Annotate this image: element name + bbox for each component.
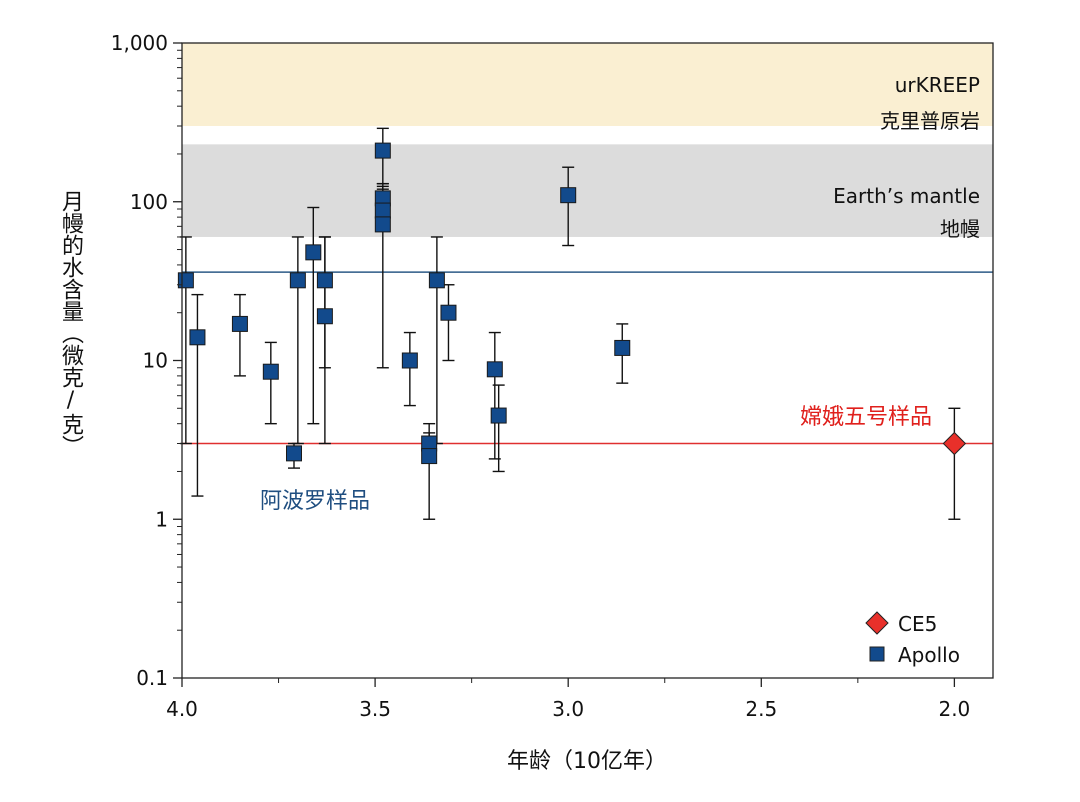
band-1 — [182, 144, 993, 237]
apollo-point — [421, 448, 438, 465]
y-tick-label: 100 — [130, 190, 168, 214]
apollo-point — [189, 329, 206, 346]
ce5-point — [942, 431, 967, 456]
x-tick-label: 3.0 — [552, 697, 584, 721]
apollo-point — [428, 272, 445, 289]
x-tick-label: 2.0 — [938, 697, 970, 721]
y-axis-label: 月幔的水含量（微克/克） — [58, 190, 83, 457]
apollo-point — [289, 272, 306, 289]
apollo-point — [374, 216, 391, 233]
x-axis-label: 年龄（10亿年） — [507, 749, 667, 774]
band-sublabel-urkreep: 克里普原岩 — [880, 109, 980, 133]
apollo-point — [490, 407, 507, 424]
apollo-point — [262, 363, 279, 380]
band-label-urkreep: urKREEP — [895, 73, 980, 97]
legend-ce5-label: CE5 — [898, 612, 937, 636]
legend-apollo-marker — [869, 646, 885, 662]
y-tick-label: 10 — [143, 349, 168, 373]
apollo-point — [316, 272, 333, 289]
y-axis: 0.1 1 10 100 1,000 — [111, 31, 182, 690]
apollo-point — [401, 352, 418, 369]
x-axis: 4.0 3.5 3.0 2.5 2.0 — [166, 678, 970, 721]
apollo-point — [614, 339, 631, 356]
apollo-point — [231, 315, 248, 332]
apollo-point — [374, 142, 391, 159]
x-tick-label: 2.5 — [745, 697, 777, 721]
apollo-point — [177, 272, 194, 289]
reference-lines — [182, 271, 993, 445]
legend: CE5 Apollo — [865, 611, 960, 667]
apollo-point — [486, 361, 503, 378]
annotation-apollo-samples: 阿波罗样品 — [260, 489, 370, 514]
band-label-earth-mantle: Earth’s mantle — [833, 184, 980, 208]
apollo-point — [285, 445, 302, 462]
annotation-ce5-samples: 嫦娥五号样品 — [800, 405, 932, 430]
plot-frame — [181, 42, 994, 679]
apollo-point — [305, 244, 322, 261]
y-tick-label: 1 — [155, 507, 168, 531]
legend-apollo-label: Apollo — [898, 643, 960, 667]
band-0 — [182, 43, 993, 127]
x-tick-label: 4.0 — [166, 697, 198, 721]
legend-ce5-marker — [865, 611, 889, 635]
x-tick-label: 3.5 — [359, 697, 391, 721]
y-tick-label: 1,000 — [111, 31, 168, 55]
background-bands — [182, 43, 993, 237]
apollo-point — [316, 308, 333, 325]
band-sublabel-earth-mantle: 地幔 — [940, 217, 980, 241]
data-markers — [177, 142, 967, 465]
apollo-point — [440, 304, 457, 321]
y-tick-label: 0.1 — [136, 666, 168, 690]
apollo-point — [374, 202, 391, 219]
apollo-point — [560, 187, 577, 204]
